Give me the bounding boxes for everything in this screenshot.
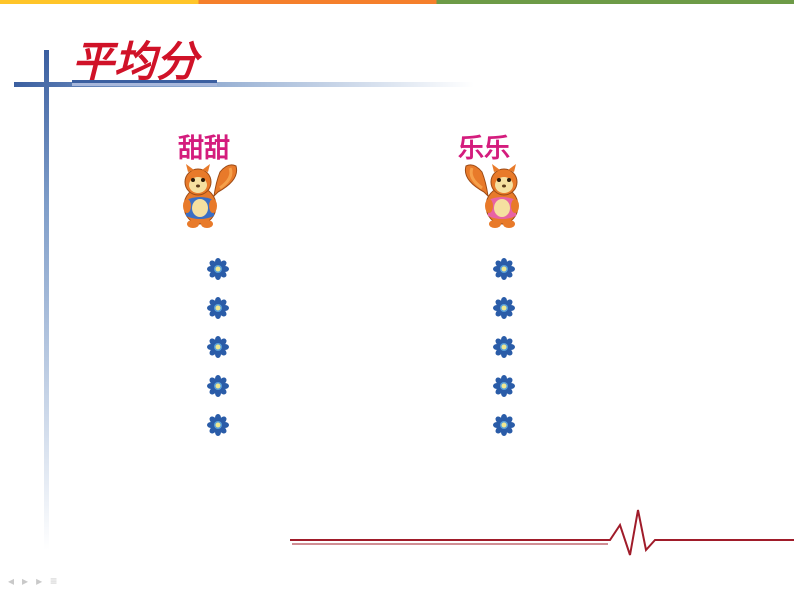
flower-icon [206,335,230,359]
flower-icon [492,413,516,437]
top-color-strip [0,0,794,4]
squirrel-icon [460,162,534,230]
flower-column [206,257,230,437]
menu-icon[interactable]: ≡ [50,574,57,588]
play-icon[interactable]: ▸ [22,574,28,588]
flower-icon [206,257,230,281]
flower-icon [206,413,230,437]
flower-icon [492,335,516,359]
title-underline [72,80,217,83]
flower-column [492,257,516,437]
slide-controls[interactable]: ◂ ▸ ▸ ≡ [8,574,57,588]
flower-icon [492,296,516,320]
squirrel-icon [168,162,242,230]
frame-vertical [44,50,49,550]
next-icon[interactable]: ▸ [36,574,42,588]
character-label: 乐乐 [458,128,510,165]
flower-icon [206,296,230,320]
flower-icon [492,257,516,281]
character-label: 甜甜 [178,128,230,165]
ecg-decoration [290,500,794,560]
flower-icon [492,374,516,398]
prev-icon[interactable]: ◂ [8,574,14,588]
flower-icon [206,374,230,398]
